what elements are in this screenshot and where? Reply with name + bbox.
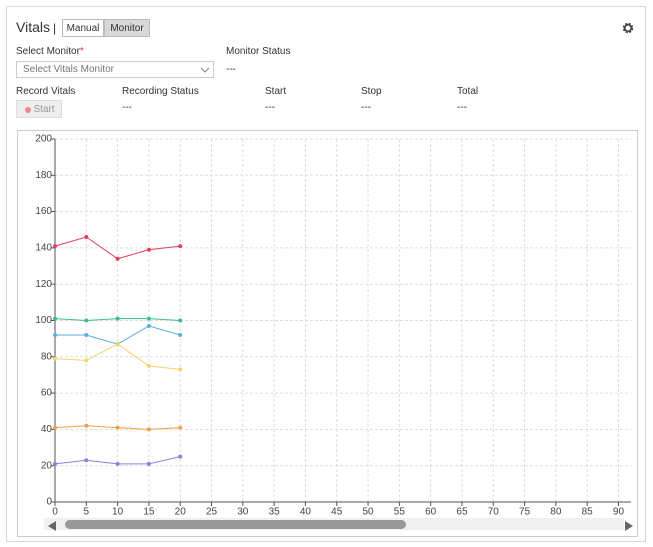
field-label: Start <box>265 86 287 97</box>
y-tick-label: 20 <box>41 460 53 471</box>
data-point <box>178 318 183 323</box>
data-point <box>146 323 151 328</box>
y-tick-label: 100 <box>35 315 52 326</box>
field-value: --- <box>265 102 275 113</box>
y-tick-label: 200 <box>35 134 52 145</box>
manual-button[interactable]: Manual <box>62 19 104 37</box>
x-tick-label: 80 <box>550 507 562 518</box>
data-point <box>178 454 183 459</box>
field-value: --- <box>457 102 467 113</box>
x-tick-label: 70 <box>488 507 500 518</box>
y-tick-label: 120 <box>35 279 52 290</box>
field-value: --- <box>122 102 132 113</box>
y-tick-label: 60 <box>41 388 53 399</box>
y-tick-label: 80 <box>41 351 53 362</box>
data-point <box>84 358 89 363</box>
required-mark: * <box>79 46 84 57</box>
data-point <box>84 333 89 338</box>
data-point <box>115 256 120 261</box>
x-tick-label: 35 <box>269 507 281 518</box>
label-text: Select Monitor <box>16 46 80 57</box>
data-point <box>53 316 57 321</box>
data-point <box>178 244 183 249</box>
field-label: Recording Status <box>122 86 199 97</box>
x-tick-label: 75 <box>519 507 531 518</box>
monitor-dropdown[interactable]: Select Vitals Monitor <box>16 61 214 78</box>
start-button[interactable]: Start <box>16 100 62 118</box>
data-point <box>115 342 120 347</box>
data-point <box>84 423 89 428</box>
monitor-button[interactable]: Monitor <box>104 19 150 37</box>
y-tick-label: 160 <box>35 206 52 217</box>
scrollbar-thumb[interactable] <box>65 520 406 529</box>
data-point <box>178 425 183 430</box>
x-tick-label: 5 <box>84 507 90 518</box>
chart: 0 20 40 60 80 100 120 140 160 180 200 0 5 10 15 20 25 30 3… <box>17 130 638 537</box>
monitor-status-value: --- <box>226 64 236 75</box>
data-point <box>115 316 120 321</box>
monitor-status-label: Monitor Status <box>226 46 291 57</box>
settings-icon[interactable] <box>621 21 635 35</box>
x-tick-label: 45 <box>331 507 343 518</box>
field-label: Total <box>457 86 479 97</box>
data-point <box>53 461 57 466</box>
field-label: Stop <box>361 86 382 97</box>
y-tick-label: 140 <box>35 243 52 254</box>
x-tick-label: 0 <box>52 507 58 518</box>
data-point <box>146 461 151 466</box>
data-point <box>53 425 57 430</box>
x-tick-label: 40 <box>300 507 312 518</box>
field-value: --- <box>361 102 371 113</box>
x-tick-label: 85 <box>582 507 594 518</box>
record-vitals-label: Record Vitals <box>16 86 76 97</box>
title: Vitals <box>16 19 50 35</box>
data-point <box>146 363 151 368</box>
dropdown-chevron <box>200 67 210 73</box>
select-monitor-label: Select Monitor* <box>16 46 84 57</box>
x-tick-label: 55 <box>394 507 406 518</box>
x-tick-label: 50 <box>362 507 374 518</box>
data-point <box>146 427 151 432</box>
scroll-right[interactable] <box>625 521 633 531</box>
data-point <box>84 458 89 463</box>
x-tick-label: 15 <box>143 507 155 518</box>
y-tick-label: 40 <box>41 424 53 435</box>
vitals-panel <box>6 6 646 542</box>
data-point <box>84 235 89 240</box>
data-point <box>146 316 151 321</box>
y-tick-label: 0 <box>46 497 52 508</box>
data-point <box>53 356 57 361</box>
data-point <box>84 318 89 323</box>
x-tick-label: 30 <box>237 507 249 518</box>
x-tick-label: 20 <box>175 507 187 518</box>
x-tick-label: 25 <box>206 507 218 518</box>
data-point <box>53 333 57 338</box>
y-tick-label: 180 <box>35 170 52 181</box>
data-point <box>178 333 183 338</box>
data-point <box>146 247 151 252</box>
data-point <box>115 461 120 466</box>
dropdown-placeholder: Select Vitals Monitor <box>23 64 114 75</box>
scroll-left[interactable] <box>48 521 56 531</box>
data-point <box>115 425 120 430</box>
data-point <box>53 244 57 249</box>
start-button-text: Start <box>33 104 55 115</box>
data-point <box>178 367 183 372</box>
separator: | <box>53 21 57 35</box>
x-tick-label: 60 <box>425 507 437 518</box>
x-tick-label: 90 <box>613 507 625 518</box>
x-tick-label: 65 <box>456 507 468 518</box>
x-tick-label: 10 <box>112 507 124 518</box>
